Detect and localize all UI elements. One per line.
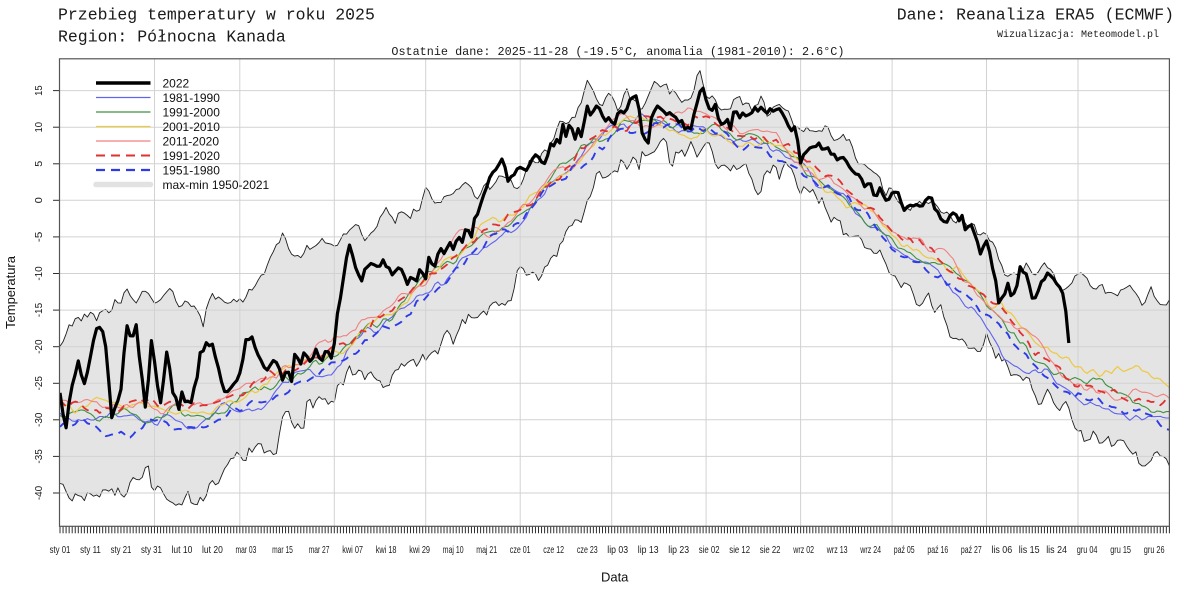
svg-text:1981-1990: 1981-1990 — [163, 91, 221, 105]
svg-text:5: 5 — [34, 160, 45, 167]
svg-text:Wizualizacja: Meteomodel.pl: Wizualizacja: Meteomodel.pl — [997, 29, 1159, 41]
svg-text:-30: -30 — [34, 412, 45, 427]
svg-text:sie 02: sie 02 — [699, 544, 720, 556]
svg-text:2022: 2022 — [163, 76, 190, 90]
svg-text:cze 01: cze 01 — [510, 544, 531, 556]
svg-text:sie 22: sie 22 — [760, 544, 781, 556]
svg-text:sty 01: sty 01 — [50, 544, 71, 556]
svg-text:wrz 13: wrz 13 — [826, 544, 848, 556]
svg-text:kwi 07: kwi 07 — [342, 544, 363, 556]
svg-text:Przebieg temperatury w roku 20: Przebieg temperatury w roku 2025 — [58, 6, 375, 25]
svg-text:maj 10: maj 10 — [443, 544, 464, 556]
svg-text:max-min 1950-2021: max-min 1950-2021 — [163, 178, 270, 192]
svg-text:paź 05: paź 05 — [894, 544, 915, 556]
svg-text:Region: Północna Kanada: Region: Północna Kanada — [58, 28, 286, 47]
svg-text:sie 12: sie 12 — [729, 544, 750, 556]
svg-text:mar 15: mar 15 — [272, 544, 293, 556]
svg-text:sty 21: sty 21 — [111, 544, 132, 556]
svg-text:lut 10: lut 10 — [172, 544, 193, 556]
svg-text:cze 12: cze 12 — [543, 544, 564, 556]
svg-text:sty 11: sty 11 — [80, 544, 101, 556]
svg-text:lut 20: lut 20 — [202, 544, 223, 556]
svg-text:paź 16: paź 16 — [927, 544, 948, 556]
svg-text:-35: -35 — [34, 449, 45, 464]
svg-text:-15: -15 — [34, 302, 45, 317]
svg-text:wrz 24: wrz 24 — [860, 544, 882, 556]
svg-text:1991-2000: 1991-2000 — [163, 105, 221, 119]
svg-text:mar 03: mar 03 — [236, 544, 257, 556]
svg-text:0: 0 — [34, 197, 45, 204]
svg-text:Temperatura: Temperatura — [3, 255, 18, 329]
svg-text:mar 27: mar 27 — [309, 544, 330, 556]
svg-text:1951-1980: 1951-1980 — [163, 163, 221, 177]
svg-text:2011-2020: 2011-2020 — [163, 134, 220, 148]
svg-text:lis 06: lis 06 — [991, 544, 1012, 556]
svg-text:Dane: Reanaliza ERA5 (ECMWF): Dane: Reanaliza ERA5 (ECMWF) — [897, 6, 1174, 25]
svg-text:1991-2020: 1991-2020 — [163, 149, 221, 163]
svg-text:cze 23: cze 23 — [577, 544, 598, 556]
svg-text:lip 23: lip 23 — [668, 544, 689, 556]
svg-text:-20: -20 — [34, 339, 45, 354]
svg-text:kwi 29: kwi 29 — [409, 544, 430, 556]
svg-text:10: 10 — [34, 121, 45, 132]
svg-text:-40: -40 — [34, 485, 45, 500]
svg-text:maj 21: maj 21 — [476, 544, 497, 556]
svg-text:lis 24: lis 24 — [1046, 544, 1067, 556]
svg-text:kwi 18: kwi 18 — [376, 544, 397, 556]
svg-text:paź 27: paź 27 — [961, 544, 982, 556]
svg-text:wrz 02: wrz 02 — [793, 544, 815, 556]
svg-text:15: 15 — [34, 85, 45, 96]
svg-text:gru 26: gru 26 — [1144, 544, 1165, 556]
svg-text:gru 04: gru 04 — [1077, 544, 1098, 556]
svg-text:sty 31: sty 31 — [141, 544, 162, 556]
svg-text:-5: -5 — [34, 231, 45, 242]
svg-text:-10: -10 — [34, 266, 45, 281]
svg-text:lis 15: lis 15 — [1019, 544, 1040, 556]
svg-text:gru 15: gru 15 — [1110, 544, 1131, 556]
svg-text:2001-2010: 2001-2010 — [163, 120, 221, 134]
svg-text:lip 13: lip 13 — [638, 544, 659, 556]
svg-text:Ostatnie dane: 2025-11-28 (-19: Ostatnie dane: 2025-11-28 (-19.5°C, anom… — [391, 45, 844, 59]
svg-text:lip 03: lip 03 — [607, 544, 628, 556]
svg-text:-25: -25 — [34, 376, 45, 391]
svg-text:Data: Data — [601, 570, 629, 585]
